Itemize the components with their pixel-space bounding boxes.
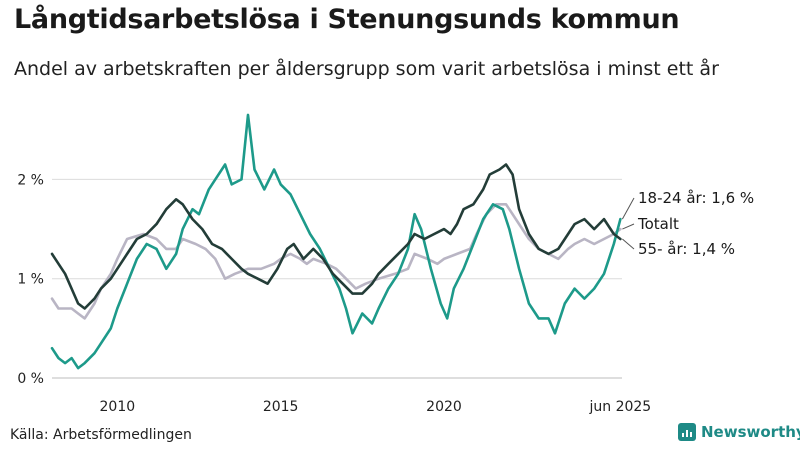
series-label-totalt: Totalt	[637, 215, 679, 233]
x-tick-labels: 2010 2015 2020 jun 2025	[100, 399, 652, 415]
series-label-youth: 18-24 år: 1,6 %	[638, 189, 754, 207]
series-lines	[50, 113, 622, 370]
x-tick-label: 2010	[100, 399, 136, 415]
leader-line	[622, 238, 635, 250]
series-label-older: 55- år: 1,4 %	[638, 240, 735, 258]
brand-name: Newsworthy	[701, 423, 800, 441]
chart-subtitle: Andel av arbetskraften per åldersgrupp s…	[14, 58, 719, 80]
leader-line	[621, 197, 635, 220]
source-note: Källa: Arbetsförmedlingen	[10, 427, 192, 443]
y-tick-labels: 0 % 1 % 2 %	[17, 172, 44, 387]
series-line-totalt	[50, 203, 622, 320]
y-tick-label: 1 %	[17, 272, 44, 288]
x-tick-label: 2020	[426, 399, 462, 415]
bar-chart-icon	[678, 423, 696, 441]
y-tick-label: 2 %	[17, 172, 44, 188]
chart-title: Långtidsarbetslösa i Stenungsunds kommun	[14, 4, 680, 35]
x-tick-label: 2015	[263, 399, 299, 415]
series-end-labels: Totalt 18-24 år: 1,6 % 55- år: 1,4 %	[621, 189, 754, 258]
newsworthy-logo: Newsworthy	[678, 423, 800, 441]
y-tick-label: 0 %	[17, 371, 44, 387]
series-line-older	[50, 163, 622, 310]
leader-line	[622, 223, 635, 230]
x-tick-label: jun 2025	[589, 399, 652, 415]
